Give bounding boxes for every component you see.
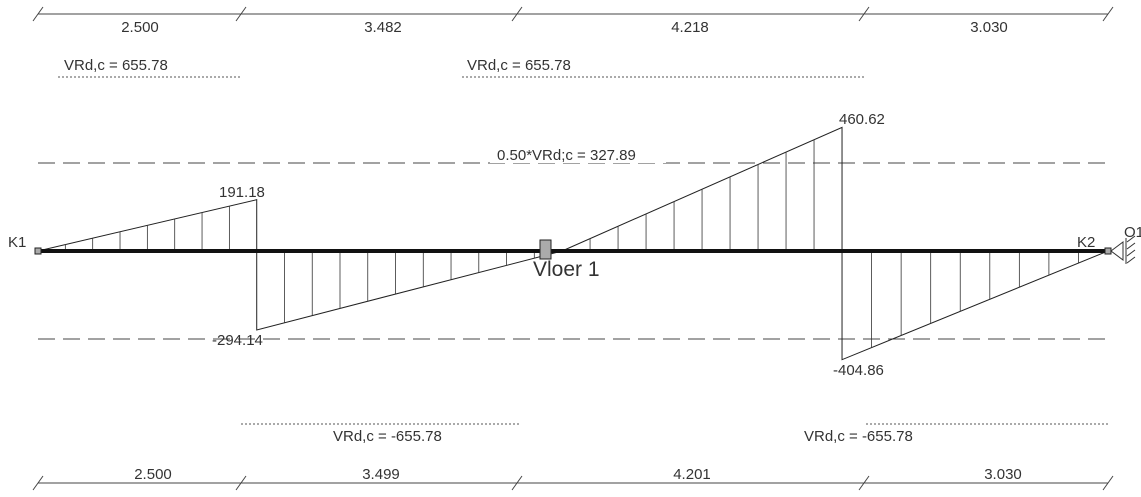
top-dimension-line: 2.500 3.482 4.218 3.030 [32,6,1114,36]
top-dimension-tick [235,6,247,22]
bottom-dimension-tick [235,475,247,491]
top-dimension-tick [32,6,44,22]
shear-segment-2 [256,250,563,331]
element-marker[interactable] [539,239,552,260]
shear-segment-4 [841,250,1109,361]
bottom-span-4-label: 3.030 [984,466,1022,483]
top-dimension-tick [511,6,523,22]
top-dimension-tick [858,6,870,22]
top-span-2-label: 3.482 [364,19,402,36]
bottom-dimension-tick [1102,475,1114,491]
vrdc-top-left-label: VRd,c = 655.78 [64,57,168,74]
bottom-span-2-label: 3.499 [362,466,400,483]
vrdc-bottom-left-label: VRd,c = -655.78 [333,428,442,445]
vrdc-bottom-right-label: VRd,c = -655.78 [804,428,913,445]
bottom-dimension-line: 2.500 3.499 4.201 3.030 [32,466,1114,491]
shear-segment-1 [37,199,258,252]
support-o1-label: O1 [1124,224,1141,241]
shear-value-label-a: 191.18 [219,184,265,201]
bottom-dimension-tick [858,475,870,491]
node-k2-marker[interactable] [1104,247,1112,255]
node-k1-label: K1 [8,234,26,251]
bottom-dimension-tick [511,475,523,491]
shear-force-curve [37,126,1109,361]
bottom-span-3-label: 4.201 [673,466,711,483]
element-label: Vloer 1 [533,258,600,281]
top-span-3-label: 4.218 [671,19,709,36]
node-k2-label: K2 [1077,234,1095,251]
shear-value-label-b: -294.14 [212,332,263,349]
half-vrdc-label: 0.50*VRd;c = 327.89 [497,147,636,164]
top-span-4-label: 3.030 [970,19,1008,36]
shear-segment-3 [561,126,843,252]
support-o1-symbol[interactable] [1110,235,1136,264]
node-k1-marker[interactable] [34,247,42,255]
shear-value-label-c: 460.62 [839,111,885,128]
half-vrdc-label-background [490,143,666,163]
vrdc-top-middle-label: VRd,c = 655.78 [467,57,571,74]
shear-value-label-d: -404.86 [833,362,884,379]
bottom-dimension-tick [32,475,44,491]
top-dimension-tick [1102,6,1114,22]
top-span-1-label: 2.500 [121,19,159,36]
bottom-span-1-label: 2.500 [134,466,172,483]
